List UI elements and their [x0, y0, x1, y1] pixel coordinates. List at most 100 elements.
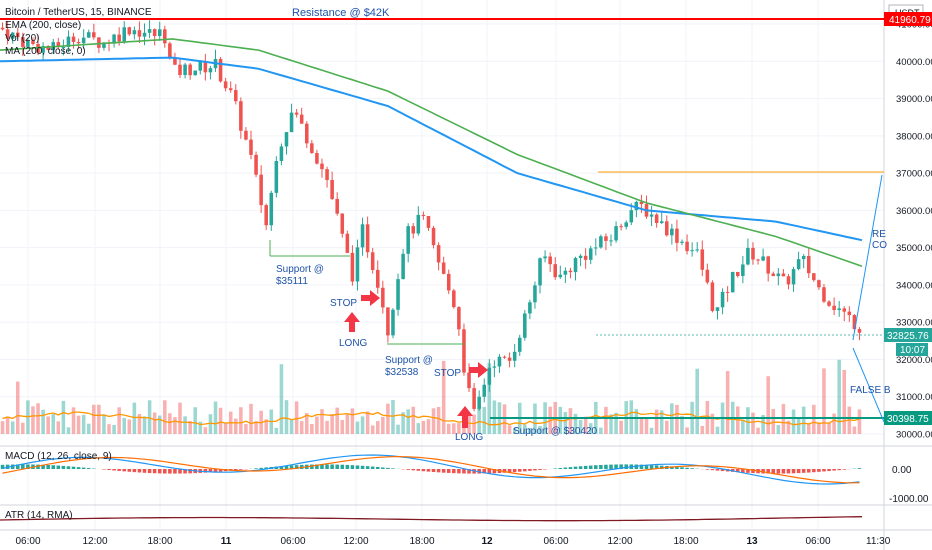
support-1-label-b: $35111 [276, 276, 308, 287]
macd-hist-bar-148 [751, 469, 755, 474]
macd-hist-bar-112 [568, 467, 573, 469]
stop-label-2: STOP [434, 368, 461, 379]
atr-line [0, 516, 863, 522]
volume-bar-152 [771, 408, 776, 434]
candle-body-56 [284, 132, 289, 147]
volume-bar-92 [467, 413, 471, 434]
macd-hist-bar-57 [289, 465, 294, 469]
indicator-ma[interactable]: MA (200, close, 0) [5, 46, 86, 57]
candle-body-27 [137, 30, 142, 37]
candle-body-88 [446, 273, 451, 291]
macd-line [2, 454, 860, 485]
macd-hist-bar-56 [284, 465, 289, 469]
candle-body-50 [254, 154, 258, 175]
volume-bar-19 [97, 404, 101, 434]
macd-hist-bar-130 [659, 465, 664, 469]
macd-hist-bar-12 [61, 465, 66, 469]
price-tick-4: 37000.00 [896, 169, 932, 180]
ma-200-line[interactable] [0, 38, 863, 268]
candle-body-123 [624, 222, 628, 227]
candle-body-114 [578, 255, 583, 259]
candle-body-48 [244, 130, 248, 140]
volume-bar-166 [842, 369, 847, 434]
macd-hist-bar-96 [487, 469, 492, 474]
candle-body-132 [670, 228, 674, 236]
macd-hist-bar-50 [254, 468, 258, 469]
price-tick-1: 40000.00 [896, 57, 932, 68]
candle-body-89 [452, 290, 456, 308]
macd-hist-bar-80 [406, 469, 410, 470]
candle-body-71 [360, 224, 365, 248]
volume-bar-20 [102, 414, 106, 434]
macd-hist-bar-36 [183, 469, 187, 474]
macd-hist-bar-84 [426, 469, 431, 472]
macd-hist-bar-28 [142, 469, 147, 473]
volume-bar-147 [746, 407, 750, 434]
volume-bar-11 [56, 421, 61, 434]
projection-down-line[interactable] [852, 347, 885, 423]
arrow-right-stop-2 [469, 362, 488, 378]
macd-hist-bar-72 [365, 466, 370, 469]
volume-bar-146 [741, 420, 745, 434]
macd-hist-bar-24 [122, 469, 127, 472]
volume-bar-164 [832, 413, 836, 434]
time-tick-10: 18:00 [673, 536, 698, 547]
macd-hist-bar-64 [325, 464, 329, 469]
macd-hist-bar-77 [391, 468, 395, 469]
volume-bar-169 [857, 409, 862, 434]
candle-body-51 [259, 174, 263, 206]
ema-200-line[interactable] [0, 56, 863, 242]
macd-hist-bar-97 [492, 469, 497, 474]
candle-body-46 [234, 90, 238, 102]
macd-hist-bar-87 [441, 469, 446, 473]
macd-hist-bar-8 [41, 464, 45, 469]
support-price-value: 30398.75 [887, 414, 929, 425]
volume-bar-36 [183, 416, 187, 434]
candle-body-34 [173, 57, 177, 65]
macd-hist-bar-37 [188, 469, 192, 474]
macd-hist-bar-166 [842, 469, 847, 470]
volume-bar-165 [837, 359, 841, 434]
macd-hist-bar-11 [56, 465, 61, 469]
macd-hist-bar-155 [786, 469, 791, 474]
volume-bar-80 [406, 409, 410, 434]
volume-bar-62 [315, 416, 319, 434]
candle-body-80 [406, 226, 410, 254]
macd-hist-bar-27 [137, 469, 142, 473]
candle-body-25 [127, 27, 132, 35]
volume-bar-100 [507, 425, 512, 434]
macd-hist-bar-9 [46, 465, 50, 469]
candle-body-36 [183, 64, 187, 76]
macd-hist-bar-31 [157, 469, 162, 474]
candle-body-0 [0, 27, 5, 30]
volume-bar-122 [619, 420, 623, 434]
candle-body-106 [538, 258, 542, 286]
candle-body-11 [56, 42, 61, 48]
candle-body-69 [350, 252, 355, 282]
symbol-title: Bitcoin / TetherUS, 15, BINANCE [5, 7, 152, 18]
candle-body-140 [710, 282, 715, 311]
candle-body-40 [203, 60, 208, 73]
volume-bar-77 [391, 400, 395, 434]
volume-bar-0 [0, 421, 5, 434]
false-break-label: FALSE B [850, 385, 891, 396]
macd-hist-bar-110 [558, 468, 563, 469]
indicator-vol[interactable]: Vol (20) [5, 33, 39, 44]
atr-label: ATR (14, RMA) [5, 510, 73, 521]
macd-hist-bar-105 [533, 469, 537, 471]
volume-bar-64 [325, 420, 329, 434]
candle-body-90 [457, 307, 461, 330]
candle-body-3 [15, 32, 20, 38]
candle-body-83 [421, 214, 426, 217]
macd-hist-bar-147 [746, 469, 750, 473]
candle-body-35 [178, 64, 182, 76]
candle-body-8 [41, 46, 45, 53]
indicator-ema[interactable]: EMA (200, close) [5, 20, 81, 31]
volume-bar-54 [274, 427, 279, 434]
volume-bar-150 [761, 414, 765, 434]
projection-up-line[interactable] [852, 174, 883, 341]
volume-bar-162 [822, 368, 826, 434]
macd-hist-bar-101 [512, 469, 517, 473]
candle-body-154 [781, 273, 786, 277]
